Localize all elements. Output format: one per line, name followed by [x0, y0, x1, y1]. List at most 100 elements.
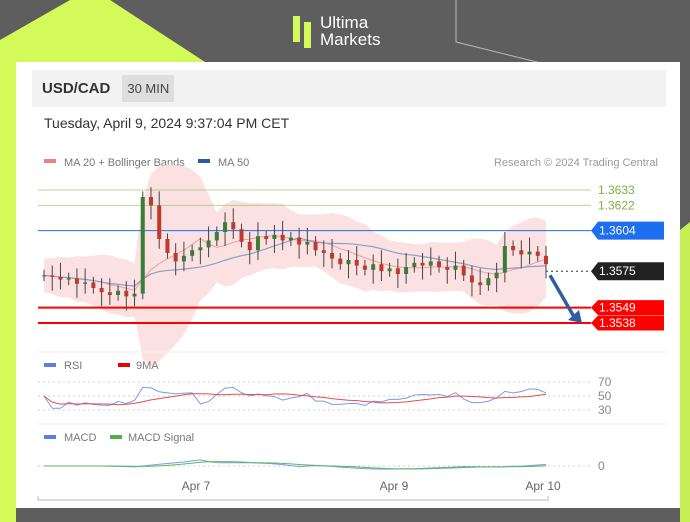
legend-rsi-swatch [44, 363, 56, 367]
candle-body [198, 247, 203, 251]
level-tag [591, 221, 664, 240]
legend-ma50-swatch [198, 159, 210, 163]
candle-body [255, 236, 260, 251]
candle-body [404, 267, 409, 274]
candle-body [445, 267, 450, 270]
candle-body [544, 255, 548, 265]
legend-macd-signal: MACD Signal [128, 432, 194, 444]
candle-body [297, 237, 302, 245]
candle-body [494, 272, 499, 279]
legend-rsi-ma-swatch [118, 363, 130, 367]
candle-body [362, 265, 367, 270]
candle-body [206, 240, 211, 248]
candle-body [330, 253, 335, 259]
legend-ma20-swatch [44, 159, 56, 163]
candle-body [223, 222, 228, 232]
candle-body [140, 197, 145, 294]
candle-body [321, 250, 326, 253]
candle-body [214, 232, 219, 241]
candle-body [42, 275, 46, 277]
bollinger-band [44, 164, 546, 367]
candle-body [313, 241, 318, 251]
timeframe-button[interactable]: 30 MIN [122, 75, 175, 102]
candle-body [74, 278, 79, 284]
candle-body [346, 260, 351, 265]
candle-body [288, 237, 293, 241]
legend-rsi-ma: 9MA [136, 360, 159, 372]
candle-body [511, 246, 516, 251]
brand-line1: Ultima [320, 13, 369, 32]
candle-body [461, 265, 466, 276]
candle-body [486, 278, 491, 286]
rsi-line [43, 386, 547, 409]
price-chart: MA 20 + Bollinger Bands MA 50 Research ©… [37, 157, 666, 501]
rsi-ma-line [43, 393, 547, 406]
candle-body [107, 292, 112, 295]
macd-tick: 0 [598, 459, 605, 473]
candle-body [239, 229, 244, 242]
candle-body [387, 268, 392, 272]
candle-body [502, 246, 507, 273]
candle-body [173, 253, 178, 262]
brand-logo: Ultima Markets [292, 14, 380, 48]
candle-body [148, 197, 153, 206]
candle-body [338, 258, 343, 265]
rsi-tick: 50 [598, 389, 612, 403]
candle-body [519, 250, 524, 255]
candle-body [157, 205, 162, 239]
candle-body [272, 234, 277, 239]
chart-header: USD/CAD 30 MIN [32, 70, 666, 107]
candle-body [190, 250, 195, 256]
level-label: 1.3633 [598, 183, 635, 197]
symbol: USD/CAD [42, 80, 111, 97]
candle-body [124, 290, 129, 297]
candle-body [354, 260, 359, 266]
credit: Research © 2024 Trading Central [494, 157, 658, 169]
level-label: 1.3622 [598, 198, 635, 212]
forecast-arrowhead [568, 310, 582, 323]
x-tick-label: Apr 10 [525, 479, 561, 493]
candle-body [305, 241, 310, 245]
candle-body [58, 276, 63, 280]
legend-ma20: MA 20 + Bollinger Bands [64, 157, 185, 169]
logo-icon [293, 16, 311, 48]
candle-body [527, 251, 532, 255]
candle-body [99, 288, 104, 293]
x-axis [37, 496, 549, 501]
rsi-tick: 30 [598, 403, 612, 417]
candle-body [165, 239, 170, 253]
legend-signal-swatch [110, 435, 122, 439]
candle-body [535, 251, 540, 256]
candle-body [91, 282, 96, 288]
candle-body [231, 222, 236, 230]
level-tag [591, 262, 664, 281]
level-label: 1.3549 [599, 301, 636, 315]
candle-body [66, 278, 71, 280]
candle-body [50, 275, 55, 277]
candle-body [181, 255, 186, 262]
legend-macd: MACD [64, 432, 96, 444]
x-tick-label: Apr 9 [380, 479, 409, 493]
forecast-arrow [548, 274, 578, 322]
level-label: 1.3604 [599, 224, 636, 238]
legend-macd-swatch [44, 435, 56, 439]
candle-body [478, 282, 483, 286]
candle-body [420, 262, 425, 266]
candle-body [280, 234, 285, 241]
candle-body [469, 275, 474, 283]
chart-card: USD/CAD 30 MIN Tuesday, April 9, 2024 9:… [16, 62, 680, 508]
candle-body [379, 264, 384, 272]
candle-body [453, 265, 458, 270]
timestamp: Tuesday, April 9, 2024 9:37:04 PM CET [44, 115, 290, 131]
candle-body [428, 261, 433, 266]
legend-rsi: RSI [64, 360, 82, 372]
x-tick-label: Apr 7 [182, 479, 211, 493]
level-tag [591, 315, 664, 331]
brand-line2: Markets [320, 30, 381, 49]
level-label: 1.3538 [599, 316, 636, 330]
rsi-tick: 70 [598, 375, 612, 389]
candle-body [247, 241, 252, 251]
candle-body [264, 236, 269, 239]
level-tag [591, 300, 664, 316]
